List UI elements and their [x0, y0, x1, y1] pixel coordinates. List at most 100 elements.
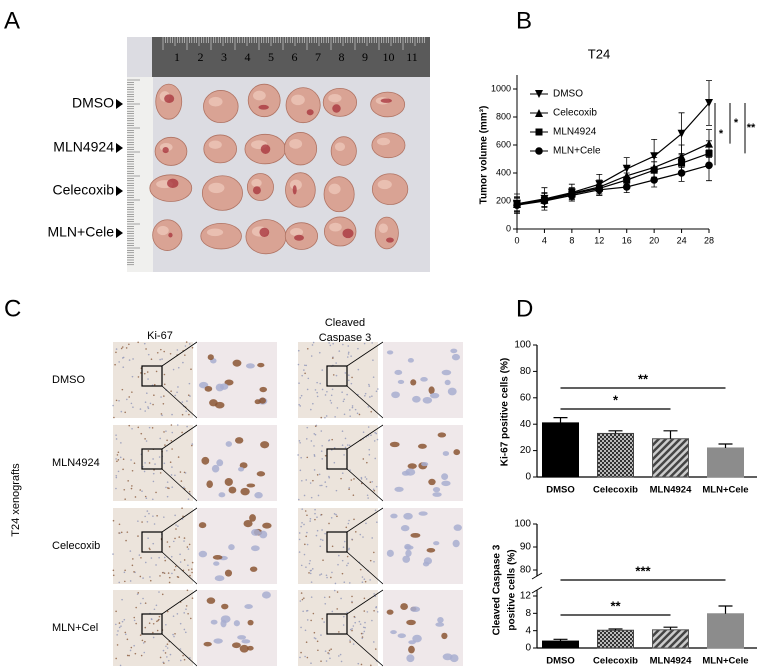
tissue-nucleus	[441, 480, 451, 487]
tissue-dot	[321, 388, 324, 391]
tissue-nucleus	[453, 449, 461, 456]
series-line	[516, 143, 710, 205]
tissue-nucleus	[212, 555, 223, 560]
tissue-dot	[181, 401, 184, 403]
tissue-dot	[346, 611, 348, 614]
tissue-dot	[297, 363, 300, 366]
tissue-dot	[144, 515, 146, 518]
tissue-dot	[376, 611, 379, 613]
tissue-dot	[140, 432, 143, 435]
tissue-dot	[181, 507, 183, 510]
tissue-dot	[181, 413, 184, 416]
tissue-dot	[170, 390, 172, 392]
tissue-dot	[371, 342, 373, 344]
tissue-dot	[345, 526, 348, 529]
tissue-dot	[168, 545, 171, 548]
tissue-dot	[309, 569, 312, 572]
tissue-dot	[314, 389, 317, 391]
tissue-dot	[133, 619, 136, 622]
tumor-highlight	[328, 183, 341, 195]
tissue-dot	[350, 355, 352, 357]
data-point	[622, 183, 631, 191]
tissue-dot	[320, 484, 323, 487]
y-tick-label: 20	[520, 445, 532, 456]
tissue-dot	[120, 347, 123, 350]
tissue-dot	[142, 577, 144, 579]
y-tick-label: 0	[525, 643, 531, 654]
tissue-dot	[126, 654, 129, 657]
tissue-dot	[348, 486, 351, 489]
tissue-dot	[133, 616, 136, 619]
tissue-dot	[326, 576, 328, 579]
tissue-dot	[117, 451, 120, 454]
tissue-dot	[340, 660, 343, 663]
tissue-dot	[364, 392, 367, 395]
tumor-highlight	[289, 138, 303, 149]
tissue-dot	[118, 626, 121, 629]
tissue-dot	[125, 539, 127, 542]
tissue-dot	[321, 617, 324, 620]
tissue-dot	[309, 520, 311, 522]
tumor-spot	[386, 237, 394, 243]
tissue-dot	[163, 516, 165, 518]
tissue-dot	[312, 402, 314, 405]
ruler-label: 5	[268, 50, 274, 64]
zoom-line	[346, 551, 384, 585]
tissue-dot	[151, 498, 154, 501]
tissue-nucleus	[239, 644, 249, 653]
tissue-dot	[329, 657, 331, 660]
tissue-dot	[376, 438, 379, 441]
tumor-highlight	[377, 179, 392, 190]
tissue-dot	[146, 520, 149, 523]
tissue-nucleus	[423, 557, 433, 565]
y-tick-label: 600	[496, 139, 511, 149]
data-point	[595, 186, 604, 194]
tissue-dot	[349, 628, 352, 631]
tissue-nucleus	[249, 566, 258, 572]
tissue-dot	[169, 461, 172, 464]
tissue-dot	[352, 494, 355, 497]
data-point	[513, 201, 521, 209]
tissue-dot	[177, 456, 180, 458]
tissue-dot	[314, 425, 317, 427]
tissue-dot	[172, 615, 175, 618]
tissue-dot	[186, 546, 189, 548]
tissue-dot	[163, 431, 165, 433]
tumor-highlight	[334, 142, 346, 152]
tissue-dot	[144, 495, 147, 498]
tissue-nucleus	[220, 615, 231, 623]
tissue-dot	[346, 555, 349, 558]
tissue-nucleus	[420, 377, 428, 382]
tissue-dot	[359, 533, 362, 536]
tissue-dot	[375, 432, 378, 435]
tissue-dot	[369, 559, 372, 562]
tissue-nucleus	[210, 619, 218, 625]
tissue-dot	[300, 479, 303, 482]
tissue-dot	[364, 476, 367, 478]
x-tick-label: MLN4924	[650, 485, 692, 496]
tissue-dot	[366, 611, 369, 613]
tissue-dot	[123, 488, 126, 491]
y-tick-label: 90	[520, 542, 532, 553]
tissue-dot	[309, 572, 312, 575]
tissue-dot	[168, 581, 171, 584]
tissue-dot	[115, 474, 118, 477]
tissue-dot	[117, 630, 119, 632]
tissue-dot	[341, 472, 344, 474]
series-line	[516, 102, 710, 205]
tissue-nucleus	[406, 619, 416, 626]
zoom-box	[141, 365, 163, 387]
tissue-dot	[137, 376, 140, 378]
tissue-dot	[174, 394, 176, 397]
tissue-dot	[191, 444, 193, 447]
axis-break	[531, 586, 543, 594]
tissue-nucleus	[408, 645, 415, 654]
tissue-dot	[306, 426, 309, 429]
tissue-dot	[116, 644, 119, 646]
tissue-dot	[336, 591, 339, 593]
tissue-dot	[365, 478, 368, 480]
tissue-dot	[161, 414, 163, 417]
tissue-dot	[333, 461, 336, 464]
tissue-dot	[152, 480, 155, 483]
zoom-box	[141, 613, 163, 635]
